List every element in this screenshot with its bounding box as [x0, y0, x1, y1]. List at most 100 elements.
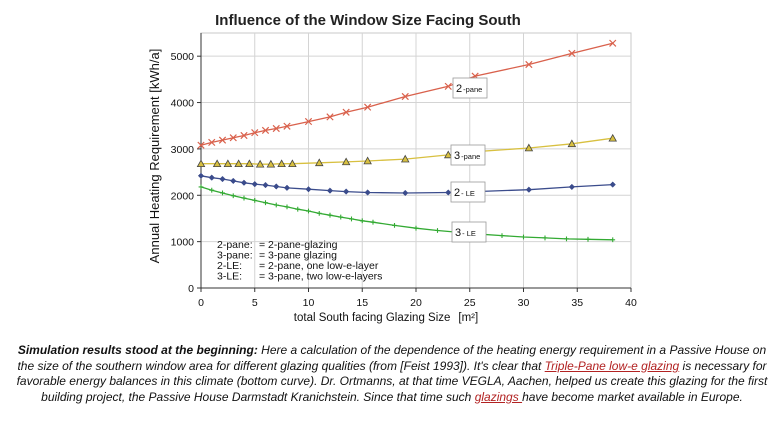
series-tag-main: 2 — [456, 83, 462, 95]
y-axis-label: Annual Heating Requirement [kWh/a] — [147, 49, 162, 264]
data-point — [261, 126, 270, 134]
link-triple-pane-glazing[interactable]: Triple-Pane low-e glazing — [544, 358, 680, 373]
x-tick-label: 35 — [571, 297, 583, 309]
data-point — [240, 179, 248, 186]
legend-key: 2-pane: — [217, 239, 253, 251]
legend-value: = 2-pane, one low-e-layer — [259, 260, 379, 272]
y-tick-label: 0 — [188, 283, 194, 295]
data-point — [521, 234, 526, 240]
legend-key: 3-LE: — [217, 271, 242, 283]
x-axis-label-unit: [m²] — [458, 312, 478, 324]
data-point — [567, 139, 577, 148]
series-tag-sub: - LE — [462, 229, 476, 238]
data-point — [209, 187, 215, 193]
data-point — [266, 159, 276, 168]
data-point — [609, 39, 617, 47]
data-point — [608, 133, 618, 142]
data-point — [314, 158, 324, 167]
caption-intro: Simulation results stood at the beginnin… — [17, 343, 258, 357]
data-point — [363, 156, 372, 165]
data-point — [327, 212, 333, 218]
link-glazings[interactable]: glazings — [474, 389, 523, 404]
data-point — [524, 143, 534, 152]
data-point — [245, 159, 254, 168]
data-point — [326, 113, 334, 121]
y-tick-label: 2000 — [171, 190, 195, 202]
data-point — [273, 202, 279, 208]
caption-text-3: have become market available in Europe. — [522, 389, 743, 404]
data-point — [288, 159, 297, 168]
x-tick-label: 30 — [518, 297, 530, 309]
x-axis-label: total South facing Glazing Size [m²] — [294, 312, 478, 324]
series-tag-main: 3 — [455, 227, 461, 239]
data-point — [262, 181, 269, 189]
data-point — [198, 184, 204, 190]
data-point — [251, 180, 258, 188]
data-point — [413, 225, 419, 231]
series-tag-box — [450, 144, 486, 166]
data-point — [341, 157, 351, 166]
data-point — [229, 134, 237, 142]
data-point — [400, 154, 410, 163]
data-point — [316, 210, 322, 216]
data-point — [306, 208, 311, 214]
x-tick-label: 40 — [625, 297, 637, 309]
series-2-le — [197, 172, 616, 197]
data-point — [542, 235, 548, 241]
data-point — [230, 177, 237, 185]
series-3-le — [198, 184, 616, 243]
data-point — [218, 136, 227, 144]
series-tag-label: 2-pane — [456, 83, 482, 95]
data-point — [241, 195, 247, 201]
data-point — [564, 236, 569, 242]
data-point — [208, 174, 215, 181]
series-tag-3-pane: 3-pane — [450, 144, 486, 166]
chart-axes: 0 5 10 15 20 25 30 35 40 0 1000 2000 3000 4000 5000 — [171, 33, 637, 309]
series-tag-box — [452, 77, 488, 99]
data-point — [364, 103, 372, 111]
x-tick-label: 15 — [356, 297, 368, 309]
series-tag-sub: -pane — [463, 85, 482, 94]
series-tag-sub: - LE — [461, 189, 475, 198]
data-point — [272, 124, 280, 133]
data-point — [208, 138, 216, 147]
data-point — [284, 204, 290, 210]
x-axis-label-text: total South facing Glazing Size — [294, 312, 451, 324]
legend-value: = 3-pane, two low-e-layers — [259, 271, 382, 283]
figure-caption: Simulation results stood at the beginnin… — [10, 343, 774, 405]
series-tag-3-le: 3- LE — [451, 221, 487, 243]
data-point — [197, 172, 205, 179]
chart-title: Influence of the Window Size Facing Sout… — [215, 12, 521, 29]
data-point — [283, 122, 291, 130]
data-point — [585, 236, 591, 242]
data-point — [525, 60, 533, 69]
series-tag-label: 3- LE — [455, 227, 476, 239]
caption-text-2: is necessary for favorable energy balanc… — [16, 358, 768, 404]
data-point — [342, 108, 350, 116]
series-tag-2-le: 2- LE — [450, 181, 486, 203]
data-point — [305, 186, 312, 193]
data-point — [568, 49, 576, 58]
data-point — [568, 183, 576, 191]
y-tick-label: 1000 — [171, 237, 195, 249]
y-tick-label: 4000 — [171, 98, 195, 110]
data-point — [252, 197, 258, 203]
data-point — [196, 159, 206, 168]
legend-value: = 2-pane-glazing — [259, 239, 338, 251]
data-point — [444, 82, 452, 90]
data-point — [304, 117, 313, 126]
y-tick-label: 5000 — [171, 51, 195, 63]
x-tick-label: 10 — [303, 297, 315, 309]
series-tag-sub: -pane — [461, 152, 480, 161]
legend-key: 3-pane: — [217, 250, 253, 262]
data-point — [445, 189, 452, 196]
data-point — [342, 188, 350, 195]
data-point — [273, 183, 280, 190]
data-point — [197, 141, 205, 149]
data-point — [338, 214, 344, 220]
series-line — [200, 186, 613, 241]
series-tag-2-pane: 2-pane — [452, 77, 488, 99]
data-point — [212, 159, 222, 168]
data-point — [240, 131, 248, 140]
